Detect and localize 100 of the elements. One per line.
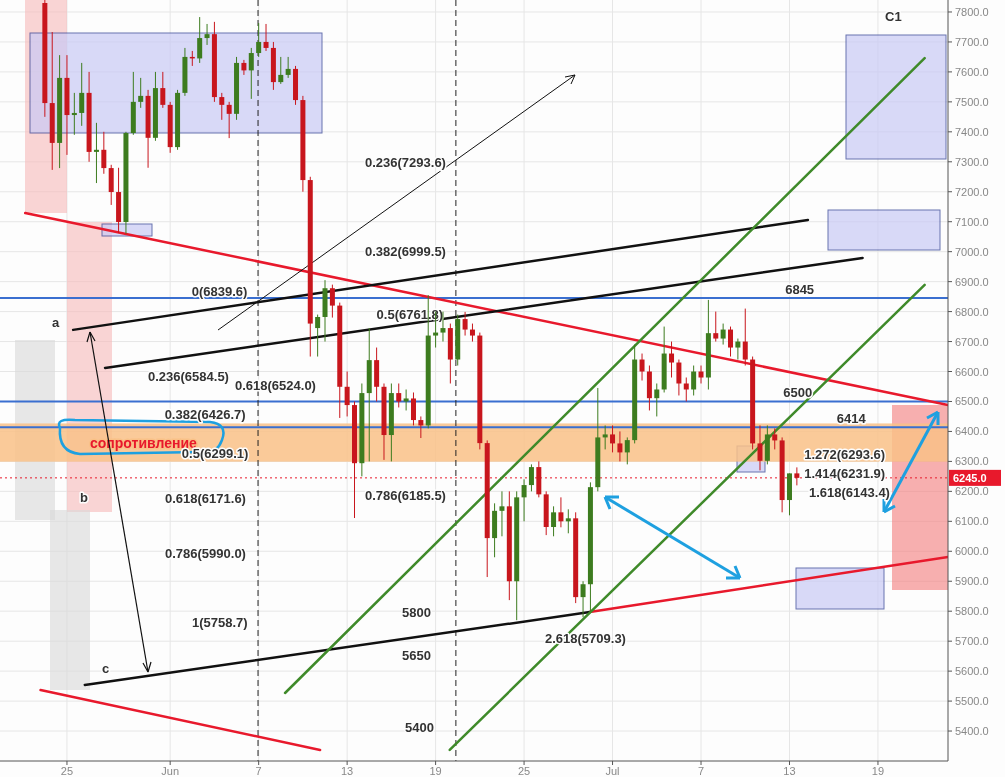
- candlestick: [248, 47, 254, 100]
- annotation: C1: [885, 9, 902, 24]
- annotation: 1.272(6293.6): [804, 447, 886, 463]
- y-tick-label: 6500.0: [955, 395, 989, 408]
- annotation: 0(6839.6): [191, 283, 248, 299]
- x-tick-label: Jul: [605, 765, 620, 777]
- candlestick: [241, 59, 247, 76]
- x-tick-label: Jun: [161, 765, 180, 777]
- y-tick-label: 7600.0: [955, 65, 989, 78]
- annotation: 0.786(5990.0): [165, 546, 246, 561]
- ref-line-label: 6245.0: [953, 471, 987, 484]
- y-tick-label: 5900.0: [955, 575, 989, 588]
- annotation: 6500: [783, 385, 813, 401]
- annotation: b: [80, 490, 88, 505]
- candlestick: [418, 415, 424, 439]
- candlestick: [410, 391, 416, 426]
- y-tick-label: 5400.0: [955, 725, 989, 738]
- candlestick: [528, 463, 534, 492]
- annotation: 0.382(6426.7): [164, 407, 246, 423]
- annotation: 0.618(6524.0): [235, 378, 316, 393]
- candlestick: [558, 496, 564, 528]
- candlestick: [720, 323, 726, 346]
- candlestick: [329, 284, 335, 319]
- candlestick: [263, 23, 269, 52]
- x-tick-label: 7: [697, 765, 705, 777]
- candlestick: [565, 508, 571, 534]
- x-tick-label: 19: [871, 765, 885, 777]
- annotation: 0.786(6185.5): [365, 488, 446, 503]
- x-tick-label: 13: [783, 765, 796, 777]
- x-tick-label: 19: [429, 765, 442, 777]
- annotation: 1.618(6143.4): [809, 485, 890, 500]
- candlestick: [101, 131, 107, 175]
- annotation: 0.618(6171.6): [165, 491, 246, 506]
- candlestick: [226, 101, 232, 139]
- annotation: 6845: [785, 282, 815, 298]
- candlestick: [197, 16, 203, 64]
- annotation: 0.382(6999.5): [365, 244, 446, 259]
- candlestick: [610, 424, 616, 453]
- candlestick: [285, 56, 291, 79]
- y-tick-label: 7800.0: [955, 5, 989, 18]
- candlestick: [138, 77, 144, 109]
- candlestick: [219, 92, 225, 121]
- candlestick: [669, 341, 675, 378]
- y-tick-label: 6800.0: [955, 305, 989, 318]
- y-tick-label: 5500.0: [955, 695, 989, 708]
- candlestick: [160, 71, 166, 109]
- annotation: 5400: [405, 720, 434, 735]
- candlestick: [403, 388, 409, 411]
- x-tick-label: 25: [517, 765, 531, 777]
- y-tick-label: 6700.0: [955, 335, 989, 348]
- annotation: 1.414(6231.9): [804, 465, 886, 481]
- candlestick: [278, 56, 284, 85]
- candlestick: [757, 424, 763, 471]
- annotation: 5650: [402, 648, 431, 663]
- x-tick-label: 7: [255, 765, 262, 777]
- y-tick-label: 6200.0: [955, 485, 989, 498]
- candlestick: [713, 311, 719, 343]
- annotation: 1(5758.7): [192, 615, 248, 630]
- candlestick: [683, 377, 689, 402]
- y-tick-label: 6400.0: [955, 425, 989, 438]
- y-tick-label: 7400.0: [955, 125, 989, 138]
- candlestick: [602, 424, 608, 450]
- candlestick: [256, 22, 262, 58]
- y-tick-label: 7500.0: [955, 95, 989, 108]
- candlestick: [499, 490, 505, 537]
- y-tick-label: 6900.0: [955, 275, 989, 288]
- candlestick: [521, 478, 527, 522]
- y-tick-label: 6300.0: [955, 455, 989, 468]
- candlestick: [698, 365, 704, 384]
- y-tick-label: 5800.0: [955, 605, 989, 618]
- candlestick: [344, 371, 350, 417]
- candlestick: [93, 122, 99, 184]
- candlestick: [735, 338, 741, 361]
- annotation: c: [102, 661, 110, 676]
- annotation: a: [52, 315, 60, 330]
- candlestick: [580, 580, 586, 618]
- y-tick-label: 6000.0: [955, 545, 989, 558]
- candlestick: [396, 383, 402, 408]
- y-tick-label: 5600.0: [955, 665, 989, 678]
- y-tick-label: 7200.0: [955, 185, 989, 198]
- candlestick: [624, 436, 630, 465]
- candlestick: [639, 353, 645, 381]
- annotation: 6414: [836, 411, 867, 427]
- y-tick-label: 7000.0: [955, 245, 989, 258]
- candlestick: [204, 23, 210, 46]
- annotation: 5800: [402, 605, 431, 620]
- candlestick: [676, 359, 682, 396]
- candlestick: [691, 365, 697, 396]
- x-tick-label: 13: [341, 765, 354, 777]
- annotation: 0.236(7293.6): [365, 155, 446, 170]
- candlestick: [617, 430, 623, 462]
- candlestick: [794, 466, 800, 486]
- y-tick-label: 7100.0: [955, 215, 989, 228]
- candlestick: [772, 427, 778, 450]
- candlestick: [462, 311, 468, 337]
- y-tick-label: 7700.0: [955, 35, 989, 48]
- y-tick-label: 6600.0: [955, 365, 989, 378]
- y-tick-label: 6100.0: [955, 515, 989, 528]
- candlestick: [315, 314, 321, 358]
- candlestick: [654, 383, 660, 417]
